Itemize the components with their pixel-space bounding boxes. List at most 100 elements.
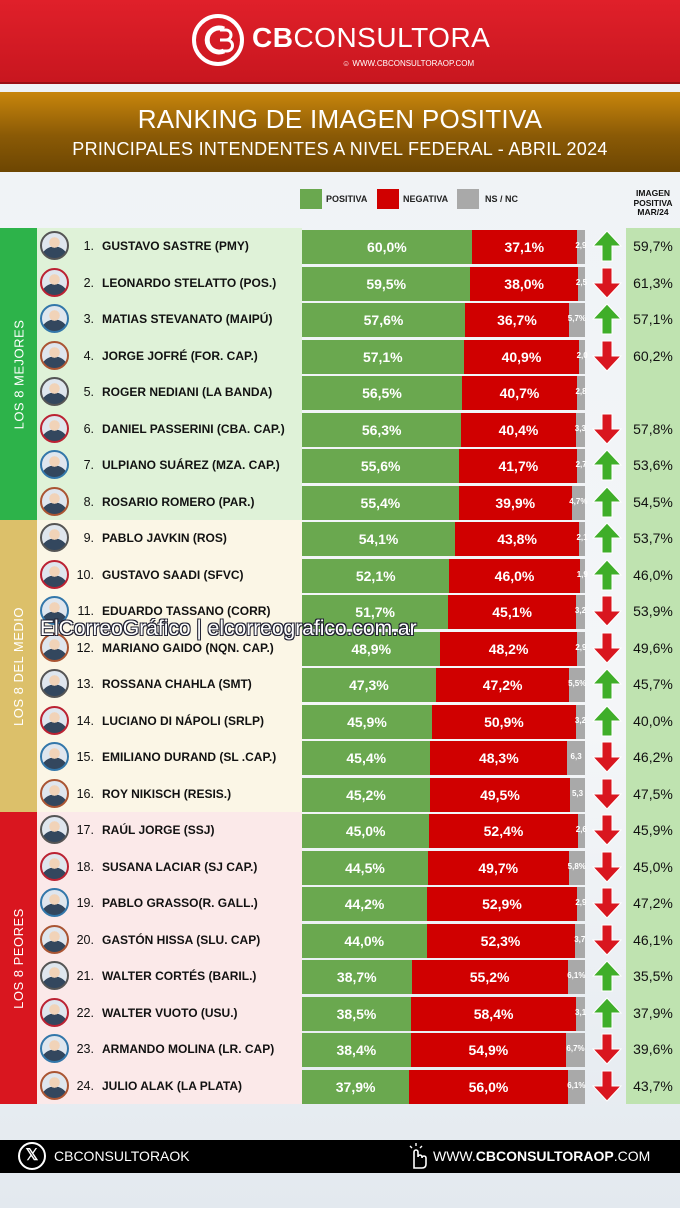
mayor-name: MATIAS STEVANATO (MAIPÚ) (102, 312, 273, 326)
bar-nsnc (568, 850, 585, 885)
label-negativa: 36,7% (497, 312, 537, 328)
label-negativa: 40,9% (501, 348, 542, 365)
x-icon[interactable]: 𝕏 (18, 1142, 46, 1170)
table-row: 21. WALTER CORTÉS (BARIL.) 38,7% 55,2% 6,1% 3… (37, 958, 680, 995)
label-negativa: 47,2% (482, 677, 523, 693)
label-negativa: 49,5% (480, 786, 520, 803)
label-nsnc: 6,1% (567, 1080, 586, 1090)
bar-nsnc (576, 887, 585, 921)
bar-negativa (461, 412, 576, 447)
mayor-name: JORGE JOFRÉ (FOR. CAP.) (102, 348, 258, 363)
label-positiva: 38,5% (336, 1005, 377, 1022)
bar-negativa (410, 996, 577, 1031)
label-positiva: 37,9% (335, 1078, 376, 1095)
bar-nsnc (574, 923, 585, 958)
mayor-name: JULIO ALAK (LA PLATA) (102, 1078, 242, 1093)
mayor-name: LUCIANO DI NÁPOLI (SRLP) (102, 713, 264, 728)
label-negativa: 48,3% (478, 750, 519, 766)
mayor-name: ROSARIO ROMERO (PAR.) (102, 494, 255, 509)
bar-negativa (455, 522, 580, 556)
arrow-up-icon (592, 558, 622, 590)
label-positiva: 38,7% (336, 969, 377, 985)
label-nsnc: 6,1% (567, 971, 586, 980)
avatar (40, 523, 69, 552)
rank-number: 22. (76, 1005, 94, 1020)
bar-nsnc (576, 230, 585, 264)
label-negativa: 50,9% (484, 713, 524, 730)
avatar (40, 961, 69, 990)
label-nsnc: 5,3 (571, 788, 584, 798)
previous-value: 45,7% (633, 676, 673, 692)
previous-value: 47,5% (633, 785, 673, 802)
previous-value: 53,9% (633, 603, 673, 619)
previous-value: 40,0% (633, 712, 673, 729)
mayor-name: RAÚL JORGE (SSJ) (102, 823, 215, 837)
bar-nsnc (577, 814, 585, 848)
label-positiva: 45,4% (346, 750, 387, 766)
label-positiva: 45,2% (346, 786, 386, 803)
label-positiva: 38,4% (336, 1042, 377, 1058)
label-positiva: 44,2% (344, 896, 385, 912)
bar-nsnc (569, 668, 585, 702)
legend-swatch-positiva (300, 189, 322, 209)
group-label-text: LOS 8 PEORES (11, 907, 26, 1009)
brand-website[interactable]: ☺ WWW.CBCONSULTORAOP.COM (342, 59, 475, 68)
bar-positiva (302, 339, 464, 374)
mayor-name: LEONARDO STELATTO (POS.) (102, 275, 277, 290)
avatar (40, 267, 69, 297)
rank-number: 24. (76, 1078, 94, 1093)
label-positiva: 55,6% (360, 458, 401, 474)
label-negativa: 52,9% (482, 896, 522, 912)
table-row: 23. ARMANDO MOLINA (LR. CAP) 38,4% 54,9% 6,7… (37, 1031, 680, 1068)
mayor-name: EDUARDO TASSANO (CORR) (102, 604, 271, 618)
footer-website[interactable]: WWW.CBCONSULTORAOP.COM (433, 1148, 651, 1164)
label-positiva: 45,0% (345, 823, 386, 839)
bar-positiva (302, 668, 436, 702)
mayor-name: GUSTAVO SASTRE (PMY) (102, 239, 249, 253)
rank-number: 7. (83, 458, 94, 472)
label-negativa: 40,4% (498, 421, 539, 438)
bar-nsnc (575, 704, 585, 739)
arrow-up-icon (592, 996, 622, 1028)
previous-value: 35,5% (633, 968, 673, 984)
bar-negativa (426, 923, 575, 958)
bar-positiva (302, 923, 427, 958)
table-row: 4. JORGE JOFRÉ (FOR. CAP.) 57,1% 40,9% 2,0 60… (37, 338, 680, 375)
bar-nsnc (577, 266, 585, 301)
bar-nsnc (571, 485, 585, 520)
previous-value: 59,7% (633, 238, 673, 254)
mayor-name: GASTÓN HISSA (SLU. CAP) (102, 932, 261, 947)
label-nsnc: 3,7 (574, 934, 586, 944)
label-positiva: 56,5% (362, 385, 402, 401)
rank-number: 2. (83, 275, 94, 290)
group-label-text: LOS 8 MEJORES (11, 319, 26, 429)
table-row: 17. RAÚL JORGE (SSJ) 45,0% 52,4% 2,6 45,9% (37, 812, 680, 849)
arrow-down-icon (592, 814, 622, 846)
label-nsnc: 2,1 (576, 533, 588, 542)
hand-pointer-icon (409, 1143, 427, 1169)
table-row: 1. GUSTAVO SASTRE (PMY) 60,0% 37,1% 2,9 59,7% (37, 228, 680, 265)
social-handle[interactable]: CBCONSULTORAOK (54, 1148, 190, 1164)
mayor-name: EMILIANO DURAND (SL .CAP.) (102, 750, 277, 764)
bar-positiva (302, 887, 428, 921)
avatar (40, 778, 69, 808)
previous-value: 46,1% (633, 931, 673, 948)
previous-value: 46,2% (633, 749, 673, 765)
table-row: 6. DANIEL PASSERINI (CBA. CAP.) 56,3% 40,4%… (37, 411, 680, 448)
label-negativa: 48,2% (488, 640, 529, 657)
arrow-down-icon (592, 632, 622, 664)
bar-negativa (440, 631, 577, 666)
bar-positiva (302, 412, 462, 447)
mayor-name: WALTER VUOTO (USU.) (102, 1005, 238, 1020)
avatar (40, 632, 69, 662)
arrow-up-icon (592, 960, 622, 992)
label-negativa: 52,4% (483, 823, 524, 839)
avatar (40, 705, 69, 735)
rank-number: 10. (76, 567, 94, 582)
label-positiva: 54,1% (358, 531, 399, 547)
rank-number: 15. (76, 750, 94, 764)
label-positiva: 55,4% (360, 494, 401, 511)
avatar (40, 559, 69, 589)
avatar (40, 815, 69, 844)
brand-logo: CBCONSULTORA ☺ WWW.CBCONSULTORAOP.COM (190, 12, 490, 72)
